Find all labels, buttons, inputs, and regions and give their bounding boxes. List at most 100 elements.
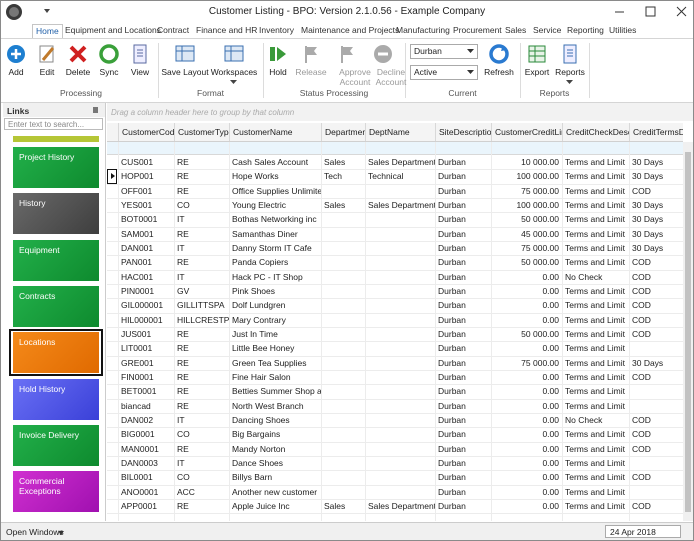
grid-cell[interactable]: Terms and Limit xyxy=(565,157,625,167)
grid-cell[interactable]: Terms and Limit xyxy=(565,171,625,182)
grid-cell[interactable]: IT xyxy=(177,414,185,425)
grid-cell[interactable]: Durban xyxy=(438,472,466,483)
grid-cell[interactable]: RE xyxy=(177,500,189,511)
column-header[interactable]: Department xyxy=(321,123,365,141)
grid-cell[interactable]: Panda Copiers xyxy=(232,257,289,268)
grid-cell[interactable]: Durban xyxy=(438,257,466,268)
grid-cell[interactable]: 0.00 xyxy=(542,486,559,497)
column-header[interactable]: DeptName xyxy=(365,123,435,141)
grid-cell[interactable]: Hope Works xyxy=(232,171,279,182)
ribbon-tab[interactable]: Maintenance and Projects xyxy=(301,25,400,35)
link-tile[interactable]: Equipment xyxy=(13,239,99,281)
grid-cell[interactable]: Dolf Lundgren xyxy=(232,300,286,311)
grid-cell[interactable]: HILLCRESTP xyxy=(177,314,229,325)
grid-cell[interactable]: BIG0001 xyxy=(121,429,155,440)
grid-cell[interactable]: OFF001 xyxy=(121,185,153,196)
ribbon-tab[interactable]: Inventory xyxy=(259,25,294,35)
ribbon-button[interactable]: Approve Account xyxy=(322,41,372,87)
grid-cell[interactable]: RE xyxy=(177,343,189,354)
grid-cell[interactable]: FIN0001 xyxy=(121,371,154,382)
grid-cell[interactable]: Hack PC - IT Shop xyxy=(232,271,303,282)
grid-cell[interactable]: Terms and Limit xyxy=(565,457,625,468)
grid-cell[interactable]: HAC001 xyxy=(121,271,154,282)
grid-cell[interactable]: MAN0001 xyxy=(121,443,159,454)
column-header[interactable]: CreditTermsDesc xyxy=(629,123,683,141)
grid-cell[interactable]: Terms and Limit xyxy=(565,185,625,196)
grid-cell[interactable]: HOP001 xyxy=(121,171,154,182)
ribbon-button[interactable]: Hold xyxy=(253,41,303,87)
grid-cell[interactable]: BOT0001 xyxy=(121,214,158,225)
grid-cell[interactable]: Office Supplies Unlimited xyxy=(232,185,321,196)
grid-cell[interactable]: COD xyxy=(632,185,651,196)
grid-cell[interactable]: Green Tea Supplies xyxy=(232,357,307,368)
grid-cell[interactable]: 100 000.00 xyxy=(516,199,559,210)
grid-cell[interactable]: Pink Shoes xyxy=(232,285,275,296)
link-tile[interactable]: Contracts xyxy=(13,285,99,327)
grid-cell[interactable]: DAN002 xyxy=(121,414,154,425)
grid-cell[interactable]: BET0001 xyxy=(121,386,157,397)
ribbon-tab[interactable]: Manufacturing xyxy=(396,25,450,35)
grid-cell[interactable]: Durban xyxy=(438,457,466,468)
grid-cell[interactable]: Billys Barn xyxy=(232,472,273,483)
grid-cell[interactable]: Terms and Limit xyxy=(565,285,625,296)
grid-cell[interactable]: No Check xyxy=(565,271,603,282)
grid-cell[interactable]: Durban xyxy=(438,486,466,497)
grid-cell[interactable]: 45 000.00 xyxy=(521,228,559,239)
grid-cell[interactable]: Terms and Limit xyxy=(565,343,625,354)
grid-cell[interactable]: COD xyxy=(632,285,651,296)
ribbon-button[interactable]: Edit xyxy=(22,41,72,87)
ribbon-button[interactable]: Decline Account xyxy=(358,41,408,87)
grid-cell[interactable]: Dance Shoes xyxy=(232,457,284,468)
filter-row[interactable] xyxy=(107,142,683,155)
grid-cell[interactable]: CUS001 xyxy=(121,157,154,167)
grid-cell[interactable]: 0.00 xyxy=(542,285,559,296)
grid-cell[interactable]: RE xyxy=(177,171,189,182)
link-tile[interactable]: History xyxy=(13,193,99,235)
combo-box[interactable]: Active xyxy=(410,65,478,80)
grid-cell[interactable]: 30 Days xyxy=(632,157,664,167)
grid-cell[interactable]: Danny Storm IT Cafe xyxy=(232,242,312,253)
grid-cell[interactable]: COD xyxy=(632,429,651,440)
grid-cell[interactable]: No Check xyxy=(565,414,603,425)
grid-cell[interactable]: Terms and Limit xyxy=(565,199,625,210)
grid-cell[interactable]: Sales Department xyxy=(368,500,435,511)
open-windows[interactable]: Open Windows xyxy=(6,527,64,537)
grid-cell[interactable]: Durban xyxy=(438,414,466,425)
grid-cell[interactable]: CO xyxy=(177,199,190,210)
grid-cell[interactable]: RE xyxy=(177,371,189,382)
grid-cell[interactable]: RE xyxy=(177,328,189,339)
grid-cell[interactable]: Durban xyxy=(438,500,466,511)
pin-icon[interactable] xyxy=(93,107,98,113)
ribbon-tab[interactable]: Finance and HR xyxy=(196,25,258,35)
ribbon-button[interactable]: Export xyxy=(512,41,562,87)
link-tile[interactable]: Commercial Exceptions xyxy=(13,471,99,513)
grid-cell[interactable]: YES001 xyxy=(121,199,153,210)
ribbon-tab[interactable]: Procurement xyxy=(453,25,502,35)
grid-cell[interactable]: Fine Hair Salon xyxy=(232,371,291,382)
ribbon-tab[interactable]: Contract xyxy=(157,25,190,35)
grid-cell[interactable]: 0.00 xyxy=(542,414,559,425)
grid-cell[interactable]: 30 Days xyxy=(632,199,664,210)
window-controls[interactable] xyxy=(611,5,691,19)
grid-cell[interactable]: biancad xyxy=(121,400,151,411)
grid-cell[interactable]: 100 000.00 xyxy=(516,171,559,182)
grid-cell[interactable]: Terms and Limit xyxy=(565,443,625,454)
grid-cell[interactable]: Durban xyxy=(438,285,466,296)
grid-cell[interactable]: IT xyxy=(177,457,185,468)
grid-cell[interactable]: Durban xyxy=(438,328,466,339)
ribbon-tab[interactable]: Sales xyxy=(505,25,527,35)
grid-cell[interactable]: Bothas Networking inc xyxy=(232,214,317,225)
grid-cell[interactable]: APP0001 xyxy=(121,500,157,511)
grid-cell[interactable]: Durban xyxy=(438,314,466,325)
grid-cell[interactable]: PIN0001 xyxy=(121,285,155,296)
grid-cell[interactable]: ANO0001 xyxy=(121,486,159,497)
grid-cell[interactable]: RE xyxy=(177,400,189,411)
grid-cell[interactable]: Apple Juice Inc xyxy=(232,500,290,511)
grid-cell[interactable]: Mary Contrary xyxy=(232,314,286,325)
grid-cell[interactable]: Durban xyxy=(438,300,466,311)
grid-cell[interactable]: Sales Department xyxy=(368,199,435,210)
grid-cell[interactable]: COD xyxy=(632,257,651,268)
grid-cell[interactable]: Sales xyxy=(324,500,346,511)
grid-cell[interactable]: Big Bargains xyxy=(232,429,281,440)
grid-cell[interactable]: Durban xyxy=(438,357,466,368)
